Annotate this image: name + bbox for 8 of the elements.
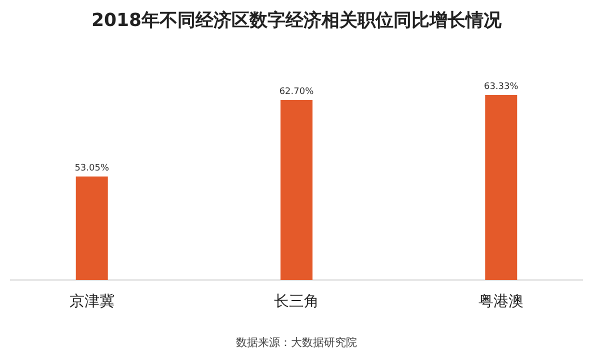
x-tick-label: 粤港澳 bbox=[478, 292, 524, 310]
x-tick-label: 京津冀 bbox=[69, 292, 114, 310]
data-label: 62.70% bbox=[279, 86, 314, 97]
data-label: 53.05% bbox=[74, 164, 110, 174]
x-tick-label: 长三角 bbox=[274, 292, 319, 310]
chart-title: 2018年不同经济区数字经济相关职位同比增长情况 bbox=[91, 10, 503, 31]
source-note: 数据来源：大数据研究院 bbox=[236, 336, 357, 349]
data-label: 63.33% bbox=[484, 82, 519, 92]
